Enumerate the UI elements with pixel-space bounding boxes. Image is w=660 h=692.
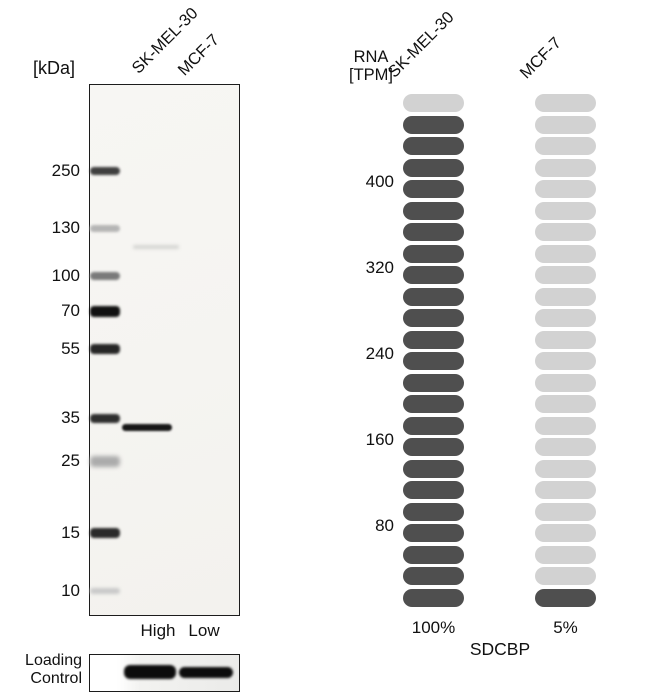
wb-faint-band: [133, 245, 179, 249]
rna-segment-filled: [403, 223, 464, 241]
kda-units-label: [kDa]: [33, 58, 76, 78]
rna-segment-filled: [403, 115, 464, 134]
rna-segment-filled: [403, 567, 464, 585]
rna-segment-empty: [535, 524, 596, 542]
rna-segment-empty: [403, 94, 464, 112]
wb-marker-band-70kda: [90, 305, 120, 317]
rna-segment-empty: [535, 94, 596, 112]
rna-segment-filled: [403, 588, 464, 607]
rna-segment-filled: [403, 459, 464, 478]
rna-segment-empty: [535, 567, 596, 585]
rna-segment-empty: [535, 502, 596, 521]
wb-marker-band-35kda: [90, 413, 120, 423]
rna-segment-filled: [535, 588, 596, 607]
rna-segment-empty: [535, 309, 596, 327]
rna-segment-empty: [535, 330, 596, 349]
rna-segment-filled: [403, 244, 464, 263]
wb-marker-band-130kda: [90, 224, 120, 232]
rna-segment-empty: [535, 481, 596, 499]
rna-segment-filled: [403, 352, 464, 370]
rna-segment-filled: [403, 373, 464, 392]
rna-axis-label-line1: RNA: [353, 48, 389, 66]
rna-segment-empty: [535, 287, 596, 306]
loading-control-band-1: [124, 665, 176, 679]
rna-axis-tick-240: 240: [365, 344, 394, 363]
rna-axis-label-line2: [TPM]: [349, 65, 393, 84]
rna-segment-empty: [535, 137, 596, 155]
loading-control-label-line1: Loading: [25, 652, 82, 669]
rna-axis-tick-400: 400: [365, 172, 394, 191]
wb-marker-band-25kda: [90, 455, 120, 467]
loading-control-band-2: [179, 666, 233, 678]
rna-segment-filled: [403, 201, 464, 220]
rna-segment-filled: [403, 416, 464, 435]
rna-segment-empty: [535, 180, 596, 198]
rna-segment-filled: [403, 309, 464, 327]
wb-marker-label-55kda: 55: [61, 339, 80, 358]
rna-segment-filled: [403, 395, 464, 413]
loading-control-label-line2: Control: [30, 669, 82, 687]
rna-column-sk-mel-30: [403, 94, 464, 607]
rna-segment-filled: [403, 137, 464, 155]
rna-segment-filled: [403, 330, 464, 349]
wb-marker-label-130kda: 130: [51, 218, 80, 237]
wb-marker-label-35kda: 35: [61, 408, 80, 427]
rna-segment-filled: [403, 545, 464, 564]
rna-segment-empty: [535, 244, 596, 263]
loading-control-label: Loading Control: [4, 652, 82, 687]
wb-expression-level-low: Low: [188, 621, 220, 640]
rna-axis-tick-320: 320: [365, 258, 394, 277]
rna-segment-empty: [535, 373, 596, 392]
rna-segment-empty: [535, 352, 596, 370]
rna-segment-empty: [535, 201, 596, 220]
rna-segment-empty: [535, 266, 596, 284]
wb-marker-label-15kda: 15: [61, 523, 80, 542]
gene-name-label: SDCBP: [469, 639, 531, 659]
wb-marker-band-15kda: [90, 528, 120, 538]
wb-marker-label-250kda: 250: [51, 161, 80, 180]
wb-marker-label-25kda: 25: [61, 451, 80, 470]
rna-column-label-sk-mel-30: SK-MEL-30: [384, 8, 458, 82]
rna-segment-filled: [403, 266, 464, 284]
wb-marker-band-55kda: [90, 344, 120, 354]
rna-segment-filled: [403, 158, 464, 177]
wb-marker-label-100kda: 100: [51, 266, 80, 285]
rna-segment-empty: [535, 115, 596, 134]
rna-percent-sk-mel-30: 100%: [411, 618, 456, 637]
rna-segment-filled: [403, 502, 464, 521]
wb-marker-label-10kda: 10: [61, 581, 80, 600]
rna-column-label-mcf-7: MCF-7: [516, 33, 565, 83]
wb-marker-label-70kda: 70: [61, 301, 80, 320]
rna-segment-empty: [535, 545, 596, 564]
rna-segment-empty: [535, 395, 596, 413]
rna-segment-filled: [403, 287, 464, 306]
rna-segment-empty: [535, 158, 596, 177]
rna-tpm-axis-label: RNA [TPM]: [342, 48, 400, 84]
wb-marker-band-250kda: [90, 167, 120, 175]
rna-segment-empty: [535, 459, 596, 478]
wb-marker-band-100kda: [90, 272, 120, 280]
wb-expression-level-high: High: [140, 621, 176, 640]
wb-marker-band-10kda: [90, 588, 120, 594]
rna-axis-tick-160: 160: [365, 430, 394, 449]
rna-segment-empty: [535, 416, 596, 435]
rna-axis-tick-80: 80: [375, 516, 394, 535]
rna-segment-filled: [403, 180, 464, 198]
rna-segment-filled: [403, 481, 464, 499]
rna-column-mcf-7: [535, 94, 596, 607]
rna-segment-empty: [535, 223, 596, 241]
rna-percent-mcf-7: 5%: [553, 618, 578, 637]
rna-segment-filled: [403, 524, 464, 542]
rna-segment-filled: [403, 438, 464, 456]
wb-target-band: [122, 423, 172, 431]
rna-segment-empty: [535, 438, 596, 456]
